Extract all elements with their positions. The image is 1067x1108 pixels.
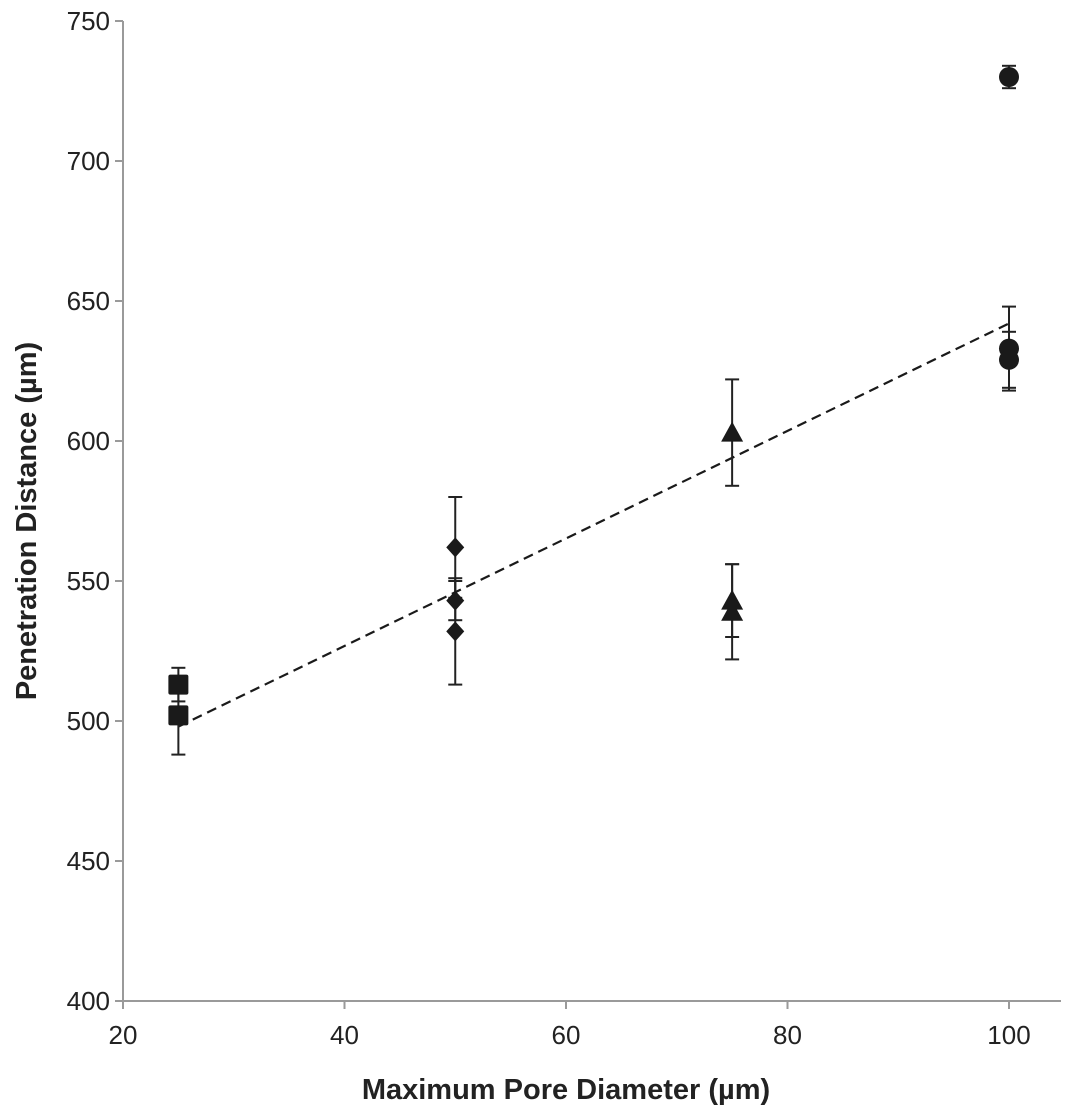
- data-point-triangle: [721, 421, 744, 442]
- y-tick-label: 600: [67, 426, 110, 456]
- trendline: [177, 322, 1010, 728]
- y-tick-label: 450: [67, 846, 110, 876]
- data-point-diamond: [446, 621, 465, 642]
- y-tick-label: 700: [67, 146, 110, 176]
- y-tick-label: 650: [67, 286, 110, 316]
- y-tick-label: 550: [67, 566, 110, 596]
- trendline-group: [177, 322, 1010, 728]
- data-point-square: [168, 674, 189, 695]
- x-tick-label: 100: [987, 1020, 1030, 1050]
- x-tick-label: 20: [109, 1020, 138, 1050]
- x-axis-title: Maximum Pore Diameter (µm): [362, 1074, 770, 1106]
- y-axis-title: Penetration Distance (µm): [11, 342, 43, 700]
- data-point-diamond: [446, 537, 465, 558]
- axis-ticks: 400 450 500 550 600 650 700 750 20 40 60 80 100: [67, 6, 1031, 1050]
- y-tick-label: 400: [67, 986, 110, 1016]
- axes: [122, 21, 1061, 1002]
- data-point-circle: [999, 349, 1019, 370]
- x-tick-label: 60: [552, 1020, 581, 1050]
- error-bars: [171, 64, 1016, 756]
- data-point-triangle: [721, 589, 744, 610]
- data-markers: [168, 67, 1019, 726]
- x-tick-label: 40: [330, 1020, 359, 1050]
- data-point-circle: [999, 67, 1019, 87]
- data-point-triangle: [721, 600, 744, 621]
- y-tick-label: 750: [67, 6, 110, 36]
- y-tick-label: 500: [67, 706, 110, 736]
- data-point-diamond: [446, 590, 465, 611]
- x-tick-label: 80: [773, 1020, 802, 1050]
- data-point-square: [168, 705, 189, 726]
